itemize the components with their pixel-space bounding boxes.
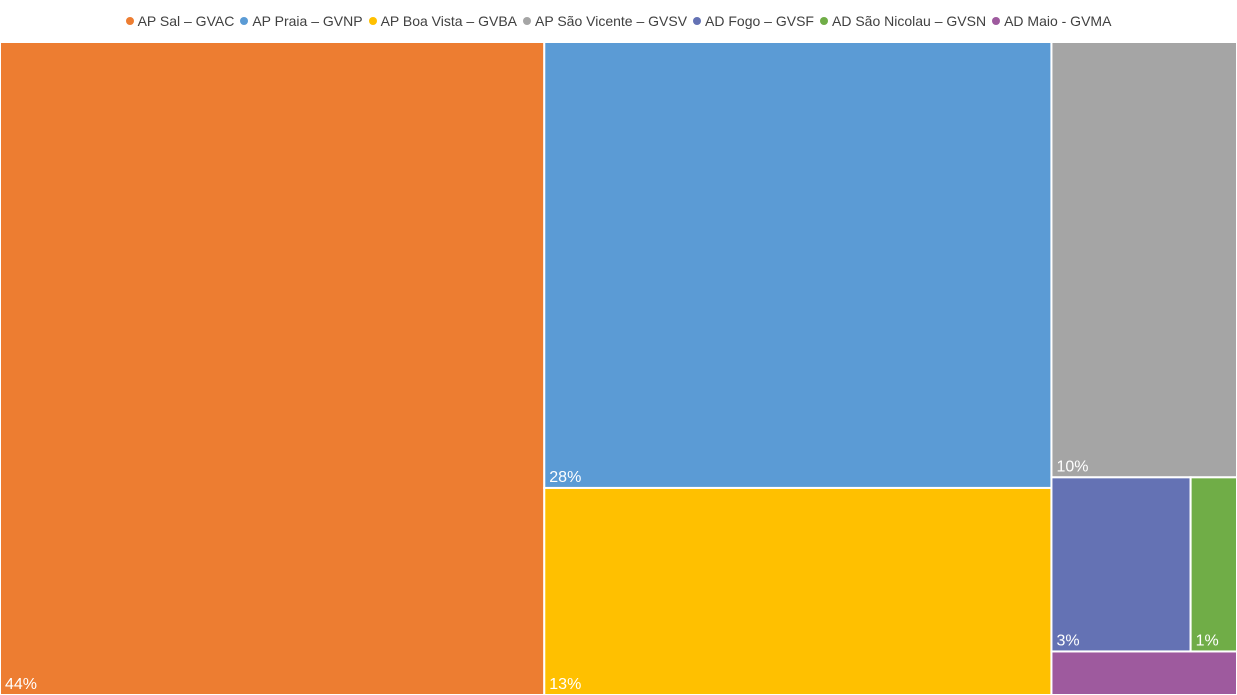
legend-marker — [992, 17, 1001, 25]
data-label: 1% — [1196, 632, 1219, 649]
legend-marker — [368, 17, 377, 25]
legend-label: AP São Vicente – GVSV — [535, 13, 688, 29]
treemap-tile — [1189, 476, 1237, 653]
treemap-tile — [0, 42, 546, 695]
legend-marker — [125, 17, 134, 25]
legend-item: AP Sal – GVAC — [125, 13, 235, 29]
data-label: 10% — [1056, 458, 1088, 475]
legend-label: AD São Nicolau – GVSN — [831, 13, 987, 29]
legend-item: AP Praia – GVNP — [240, 13, 363, 29]
treemap-tile — [1050, 42, 1237, 479]
data-label: 28% — [549, 469, 581, 486]
chart-legend: AP Sal – GVAC AP Praia – GVNP AP Boa Vista… — [0, 0, 1237, 42]
legend-label: AD Maio - GVMA — [1004, 13, 1112, 29]
legend-item: AP São Vicente – GVSV — [523, 13, 687, 29]
legend-label: AP Boa Vista – GVBA — [380, 13, 518, 29]
treemap-chart: 44% 28% 13% 10% 3% 1% — [0, 42, 1237, 695]
legend-marker — [523, 17, 532, 25]
data-label: 44% — [5, 676, 37, 693]
legend-marker — [240, 17, 249, 25]
treemap-tile — [1050, 476, 1192, 653]
legend-item: AD Maio - GVMA — [992, 13, 1111, 29]
legend-label: AP Praia – GVNP — [252, 13, 363, 29]
legend-item: AP Boa Vista – GVBA — [368, 13, 518, 29]
legend-item: AD Fogo – GVSF — [693, 13, 814, 29]
legend-label: AP Sal – GVAC — [137, 13, 235, 29]
data-label: 13% — [549, 676, 581, 693]
treemap-tile — [1050, 650, 1237, 695]
legend-marker — [819, 17, 828, 25]
legend-marker — [693, 17, 702, 25]
legend-item: AD São Nicolau – GVSN — [819, 13, 987, 29]
treemap-tile — [543, 42, 1053, 489]
data-label: 3% — [1056, 632, 1079, 649]
treemap-tile — [543, 486, 1053, 695]
legend-label: AD Fogo – GVSF — [705, 13, 814, 29]
